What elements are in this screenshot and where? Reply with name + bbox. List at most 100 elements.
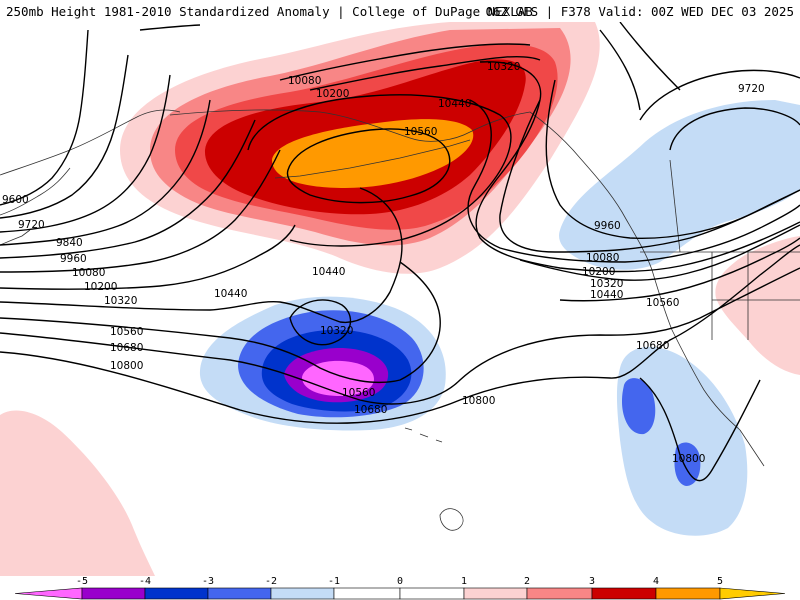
color-scale-tick-label: -4: [138, 576, 152, 587]
dateline-islands: [439, 508, 464, 531]
hawaii-islands: [404, 427, 443, 443]
contour-label: 10080: [586, 252, 619, 264]
contour-north-1: [139, 24, 201, 31]
canada-province-line: [669, 159, 681, 253]
color-scale-tick-label: 0: [396, 576, 404, 587]
contour-label: 9960: [594, 220, 621, 232]
contour-label: 10680: [636, 340, 669, 352]
color-scale-tick-label: 1: [460, 576, 468, 587]
contour-label: 10440: [214, 288, 247, 300]
color-swatch-pos4: [655, 587, 721, 600]
color-scale-tick-label: 3: [588, 576, 596, 587]
color-scale-tick-label: 2: [523, 576, 531, 587]
contour-9600: [0, 29, 89, 206]
contour-9960-east: [545, 79, 800, 239]
contour-label: 10440: [312, 266, 345, 278]
contour-label: 10080: [72, 267, 105, 279]
contour-label: 10560: [646, 297, 679, 309]
negative-anomaly-northeast-pacific: [559, 100, 800, 270]
anomaly-neg2-area: [622, 378, 656, 435]
anomaly-neg1-area: [559, 100, 800, 270]
contour-9960-west: [0, 99, 211, 246]
contour-label: 10560: [404, 126, 437, 138]
color-scale-tick-label: -2: [264, 576, 278, 587]
color-swatch-neg1: [270, 587, 335, 600]
contour-10440-east: [519, 224, 800, 281]
model-run-info: 06Z GFS | F378 Valid: 00Z WED DEC 03 202…: [485, 4, 794, 19]
anomaly-map: 10080 10200 10320 10440 10560 9720 9600 …: [0, 22, 800, 576]
height-contours: [0, 22, 800, 482]
contour-label: 10200: [582, 266, 615, 278]
contour-label: 10320: [104, 295, 137, 307]
contour-label: 9960: [60, 253, 87, 265]
contour-10440-arc: [247, 94, 512, 247]
contour-label: 10560: [110, 326, 143, 338]
baja-peninsula: [739, 429, 765, 467]
color-swatch-pos2: [526, 587, 593, 600]
color-scale-tick-label: -1: [327, 576, 341, 587]
alaska-coast: [169, 109, 531, 142]
anomaly-pos5-area: [272, 119, 474, 188]
color-scale-tick-label: -5: [75, 576, 89, 587]
contour-10200-east: [467, 99, 800, 263]
color-scale-ticks: -5 -4 -3 -2 -1 0 1 2 3 4 5: [0, 576, 800, 587]
map-title: 250mb Height 1981-2010 Standardized Anom…: [6, 4, 533, 19]
contour-10800-south: [639, 377, 761, 482]
contour-label: 10080: [288, 75, 321, 87]
contour-label: 10680: [110, 342, 143, 354]
negative-anomaly-central-pacific: [199, 296, 446, 431]
anomaly-neg2-area: [674, 442, 701, 486]
contour-10560-upper: [559, 237, 800, 302]
color-swatch-pos3: [591, 587, 657, 600]
contour-label: 10320: [590, 278, 623, 290]
color-scale-tick-label: -3: [201, 576, 215, 587]
anomaly-pos1-area: [0, 410, 155, 576]
contour-label: 10200: [316, 88, 349, 100]
color-swatch-zero-pos: [399, 587, 465, 600]
positive-anomaly-southwest-pacific: [0, 410, 155, 576]
color-swatch-zero-neg: [333, 587, 401, 600]
color-swatch-neg4: [81, 587, 146, 600]
contour-label: 10680: [354, 404, 387, 416]
contour-label: 10200: [84, 281, 117, 293]
color-swatch-neg3: [144, 587, 209, 600]
contour-9720-west: [0, 54, 129, 219]
color-scale-swatches: [14, 587, 786, 600]
map-panel: 10080 10200 10320 10440 10560 9720 9600 …: [0, 22, 800, 576]
color-scale-tick-label: 4: [652, 576, 660, 587]
contour-label: 9600: [2, 194, 29, 206]
contour-10680: [0, 267, 800, 405]
kuril-islands: [0, 229, 31, 246]
siberia-coast: [0, 109, 181, 176]
contour-label: 10440: [590, 289, 623, 301]
color-scale-bar: -5 -4 -3 -2 -1 0 1 2 3 4 5: [0, 576, 800, 600]
color-swatch-pos1: [463, 587, 528, 600]
contour-label: 9840: [56, 237, 83, 249]
contour-label: 10320: [487, 61, 520, 73]
contour-label: 10800: [462, 395, 495, 407]
contour-9720-east: [639, 69, 800, 121]
contour-label: 9720: [738, 83, 765, 95]
contour-10080-east: [499, 99, 800, 253]
contour-label: 10320: [320, 325, 353, 337]
contour-10560-lower: [0, 261, 441, 384]
contour-10200-west: [0, 149, 281, 273]
contour-10080-west: [0, 119, 256, 259]
contour-label: 10560: [342, 387, 375, 399]
contour-label: 10800: [672, 453, 705, 465]
bc-coast: [529, 111, 653, 271]
us-west-coast: [651, 269, 741, 431]
color-swatch-neg5: [14, 587, 83, 600]
contour-north-2: [599, 29, 641, 111]
anomaly-neg5-area: [302, 360, 374, 396]
coastlines: [0, 109, 800, 531]
contour-10800-main: [0, 244, 800, 424]
negative-anomaly-baja: [616, 346, 748, 536]
kamchatka-coast: [0, 167, 71, 216]
contour-north-3: [619, 22, 681, 91]
contour-9720-ring: [669, 107, 800, 151]
color-scale-tick-label: 5: [716, 576, 724, 587]
contour-10320-low: [289, 299, 352, 346]
contour-label: 10800: [110, 360, 143, 372]
contour-10200-north: [309, 55, 541, 91]
